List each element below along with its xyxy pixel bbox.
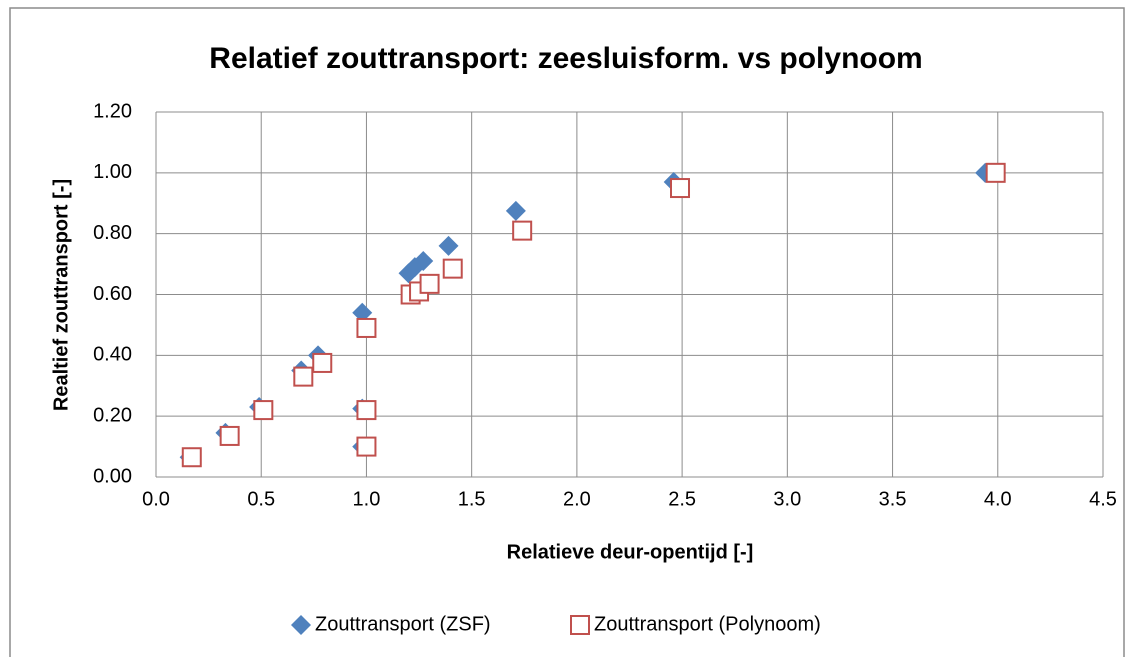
point (442, 258, 463, 279)
x-tick-label: 1.0 (353, 488, 381, 510)
x-tick-label: 1.5 (458, 488, 486, 510)
y-tick-label: 0.60 (93, 283, 132, 305)
x-axis-label: Relatieve deur-opentijd [-] (507, 541, 754, 563)
chart-frame (9, 7, 1125, 657)
x-tick-label: 4.0 (984, 488, 1012, 510)
point (356, 436, 377, 457)
point (438, 235, 459, 256)
point (293, 366, 314, 387)
point (505, 200, 526, 221)
point (670, 178, 691, 199)
x-tick-label: 3.0 (773, 488, 801, 510)
x-tick-label: 0.5 (247, 488, 275, 510)
point (356, 400, 377, 421)
x-tick-label: 2.5 (668, 488, 696, 510)
chart-title: Relatief zouttransport: zeesluisform. vs… (209, 42, 922, 75)
point (312, 352, 333, 373)
legend-marker (570, 615, 590, 635)
y-tick-label: 1.00 (93, 161, 132, 183)
point (985, 162, 1006, 183)
point (352, 302, 373, 323)
y-tick-label: 0.40 (93, 344, 132, 366)
point (181, 447, 202, 468)
point (219, 425, 240, 446)
x-tick-label: 4.5 (1089, 488, 1117, 510)
x-tick-label: 2.0 (563, 488, 591, 510)
point (253, 400, 274, 421)
point (512, 220, 533, 241)
legend-label: Zouttransport (ZSF) (315, 613, 491, 635)
x-tick-label: 3.5 (879, 488, 907, 510)
point (356, 317, 377, 338)
y-tick-label: 1.20 (93, 100, 132, 122)
y-tick-label: 0.20 (93, 404, 132, 426)
y-tick-label: 0.80 (93, 222, 132, 244)
legend-marker (291, 615, 311, 635)
y-tick-label: 0.00 (93, 465, 132, 487)
x-tick-label: 0.0 (142, 488, 170, 510)
point (419, 273, 440, 294)
legend-label: Zouttransport (Polynoom) (594, 613, 821, 635)
y-axis-label: Realtief zouttransport [-] (50, 179, 72, 411)
point (413, 251, 434, 272)
